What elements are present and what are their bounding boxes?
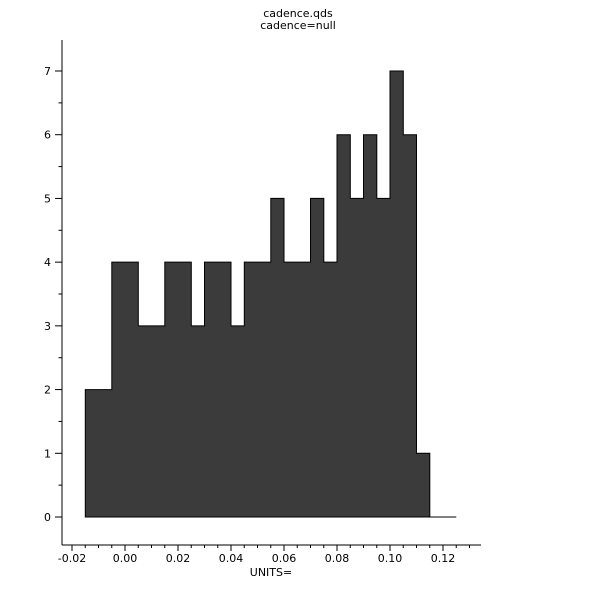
y-tick-label: 7: [44, 65, 51, 78]
histogram-area: [84, 70, 457, 518]
y-tick-label: 6: [44, 129, 51, 142]
x-tick-label: 0.00: [113, 552, 138, 565]
x-axis-label: UNITS=: [250, 566, 292, 579]
y-tick-label: 0: [44, 511, 51, 524]
x-tick-label: 0.10: [378, 552, 403, 565]
x-tick-label: -0.02: [58, 552, 86, 565]
x-tick-label: 0.06: [272, 552, 297, 565]
y-tick-label: 3: [44, 320, 51, 333]
x-tick-label: 0.04: [219, 552, 244, 565]
histogram-bars: [84, 70, 457, 518]
y-tick-label: 1: [44, 447, 51, 460]
plot-subtitle: cadence=null: [260, 19, 336, 32]
y-tick-label: 5: [44, 192, 51, 205]
y-tick-label: 2: [44, 384, 51, 397]
axes: -0.02 0.00 0.02 0.04 0.06 0.08 0.10 0.12 0 1 2 3 4 5 6…: [44, 40, 481, 565]
y-tick-label: 4: [44, 256, 51, 269]
plot-title: cadence.qds: [263, 7, 333, 20]
x-tick-label: 0.02: [166, 552, 191, 565]
x-tick-label: 0.12: [431, 552, 456, 565]
x-tick-label: 0.08: [325, 552, 350, 565]
